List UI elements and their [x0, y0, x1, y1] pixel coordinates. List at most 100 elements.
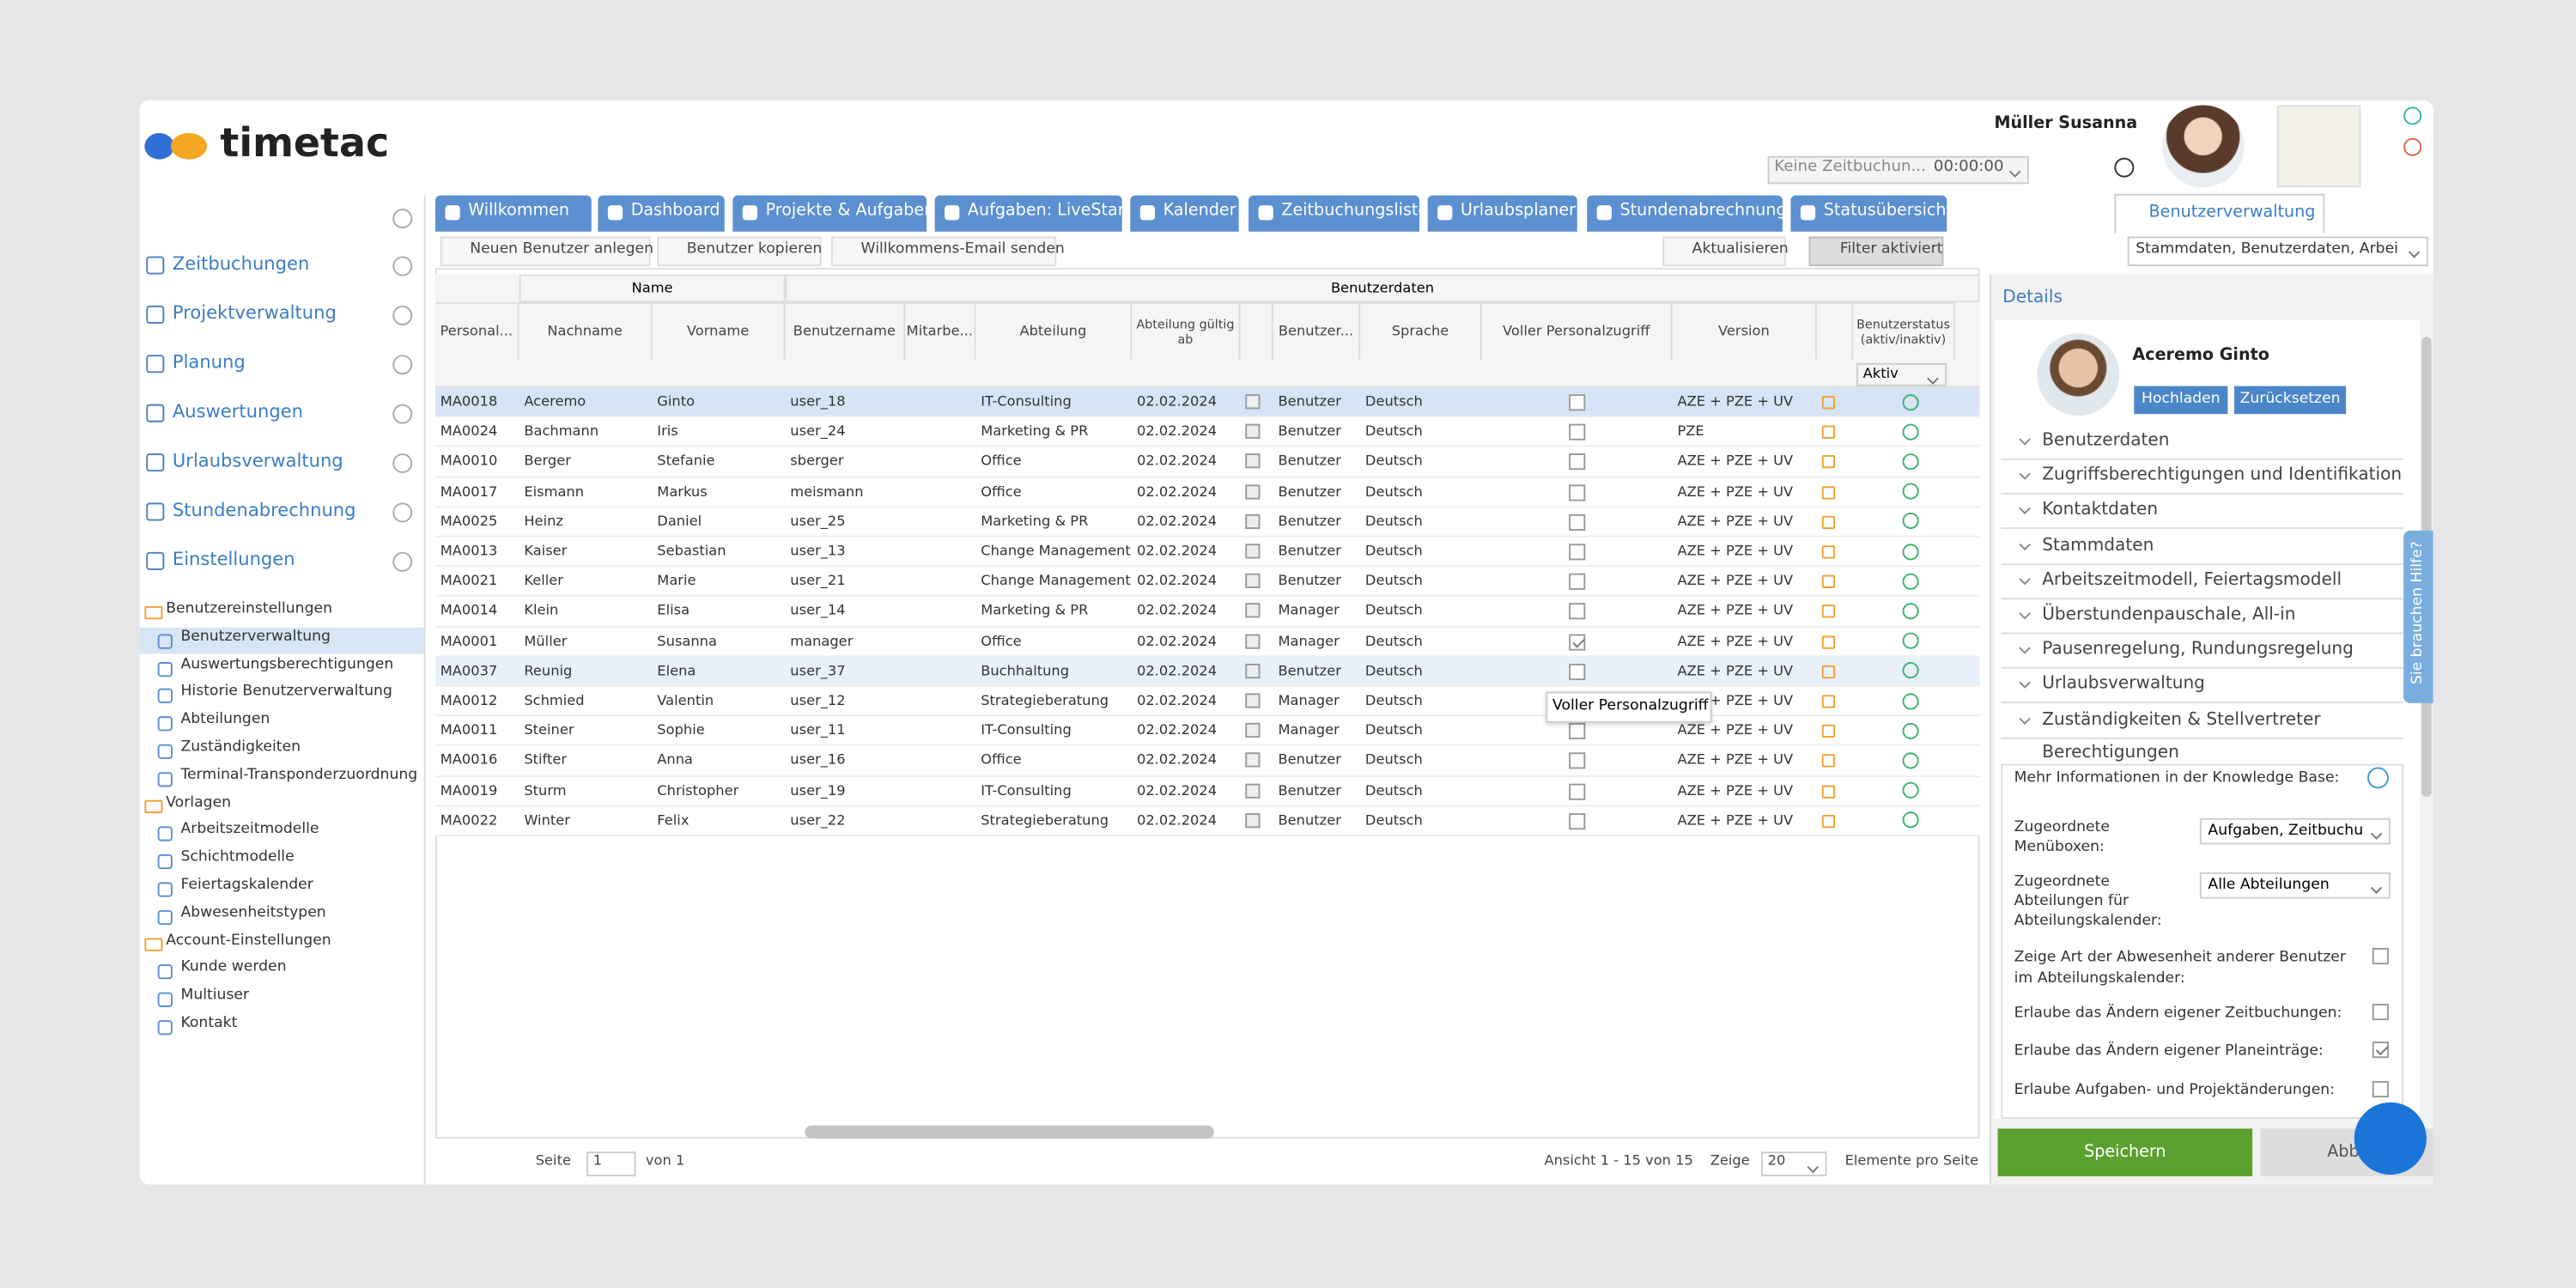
- column-header[interactable]: Benutzerstatus (aktiv/inaktiv): [1853, 302, 1955, 360]
- tab-label[interactable]: Willkommen: [468, 202, 569, 220]
- tree-item[interactable]: Multiuser: [180, 987, 249, 1004]
- help-icon[interactable]: [392, 306, 412, 325]
- checkbox[interactable]: [1569, 604, 1585, 620]
- tree-item[interactable]: Terminal-Transponderzuordnung: [180, 767, 417, 783]
- reset-button[interactable]: Zurücksetzen: [2234, 386, 2346, 415]
- tree-item[interactable]: Historie Benutzerverwaltung: [180, 684, 392, 701]
- section-header[interactable]: Berechtigungen: [2042, 743, 2185, 762]
- collapse-sidebar[interactable]: [392, 209, 412, 228]
- tree-item[interactable]: Auswertungsberechtigungen: [180, 657, 393, 673]
- help-icon[interactable]: [392, 256, 412, 276]
- toolbar-label[interactable]: Aktualisieren: [1692, 241, 1789, 258]
- help-icon[interactable]: [392, 404, 412, 424]
- tree-item[interactable]: Abwesenheitstypen: [180, 905, 325, 921]
- toolbar-label[interactable]: Benutzer kopieren: [687, 241, 823, 258]
- view-select-label[interactable]: Stammdaten, Benutzerdaten, Arbei: [2136, 241, 2398, 258]
- column-header[interactable]: Nachname: [519, 302, 653, 360]
- tree-item[interactable]: Kontakt: [180, 1015, 237, 1031]
- checkbox[interactable]: [1569, 753, 1585, 769]
- nav-item[interactable]: Auswertungen: [173, 401, 303, 422]
- tree-group[interactable]: Account-Einstellungen: [166, 933, 331, 949]
- tab-label[interactable]: Dashboard: [631, 202, 720, 220]
- play-button[interactable]: [2114, 158, 2134, 178]
- nav-item[interactable]: Stundenabrechnung: [173, 500, 356, 521]
- section-header[interactable]: Zugriffsberechtigungen und Identifikatio…: [2042, 465, 2402, 485]
- tree-item[interactable]: Benutzerverwaltung: [180, 629, 330, 645]
- tab-label[interactable]: Projekte & Aufgaben: [766, 202, 935, 220]
- section-header[interactable]: Benutzerdaten: [2042, 430, 2169, 450]
- checkbox[interactable]: [1569, 813, 1585, 829]
- section-header[interactable]: Urlaubsverwaltung: [2042, 674, 2205, 694]
- tab-label[interactable]: Urlaubsplaner: [1461, 202, 1576, 220]
- tree-item[interactable]: Feiertagskalender: [180, 878, 313, 894]
- save-button[interactable]: Speichern: [1998, 1128, 2253, 1176]
- check-box[interactable]: [2372, 1081, 2389, 1097]
- toolbar-label[interactable]: Willkommens-Email senden: [861, 241, 1065, 258]
- active-tab-label[interactable]: Benutzerverwaltung: [2149, 204, 2316, 222]
- toolbar-label[interactable]: Filter aktiviert: [1840, 241, 1943, 258]
- nav-item[interactable]: Urlaubsverwaltung: [173, 450, 343, 471]
- checkbox[interactable]: [1569, 454, 1585, 471]
- nav-item[interactable]: Zeitbuchungen: [173, 253, 309, 275]
- check-box[interactable]: [2372, 1004, 2389, 1020]
- column-header[interactable]: Personal...: [435, 302, 519, 360]
- section-header[interactable]: Pausenregelung, Rundungsregelung: [2042, 640, 2354, 659]
- column-header[interactable]: Version: [1673, 302, 1817, 360]
- help-icon[interactable]: [392, 453, 412, 473]
- column-header[interactable]: Mitarbe...: [905, 302, 975, 360]
- tab-label[interactable]: Statusübersicht: [1824, 202, 1953, 220]
- checkbox[interactable]: [1569, 723, 1585, 739]
- checkbox[interactable]: [1569, 664, 1585, 680]
- checkbox[interactable]: [1569, 513, 1585, 530]
- column-header[interactable]: Benutzer...: [1273, 302, 1360, 360]
- check-box[interactable]: [2372, 1042, 2389, 1058]
- column-header[interactable]: Abteilung gültig ab: [1132, 302, 1240, 360]
- logout-icon[interactable]: [2403, 138, 2421, 156]
- tab-label[interactable]: Kalender: [1163, 202, 1236, 220]
- tree-group[interactable]: Benutzereinstellungen: [166, 601, 332, 617]
- section-header[interactable]: Zuständigkeiten & Stellvertreter: [2042, 709, 2320, 729]
- checkbox[interactable]: [1569, 574, 1585, 590]
- help-icon[interactable]: [392, 502, 412, 522]
- tree-item[interactable]: Arbeitszeitmodelle: [180, 822, 319, 838]
- tree-item[interactable]: Zuständigkeiten: [180, 739, 301, 756]
- upload-button[interactable]: Hochladen: [2134, 386, 2227, 415]
- section-header[interactable]: Überstundenpauschale, All-in: [2042, 605, 2295, 624]
- section-header[interactable]: Arbeitszeitmodell, Feiertagsmodell: [2042, 570, 2342, 590]
- tab-label[interactable]: Aufgaben: LiveStart: [968, 202, 1131, 220]
- checkbox[interactable]: [1569, 783, 1585, 799]
- tab-label[interactable]: Stundenabrechnung: [1619, 202, 1786, 220]
- checkbox[interactable]: [1569, 544, 1585, 560]
- section-header[interactable]: Kontaktdaten: [2042, 500, 2158, 519]
- checkbox[interactable]: [1569, 394, 1585, 410]
- refresh-icon[interactable]: [2403, 106, 2421, 125]
- tree-group[interactable]: Vorlagen: [166, 794, 231, 811]
- tree-item[interactable]: Kunde werden: [180, 960, 286, 976]
- user-avatar[interactable]: [2162, 105, 2245, 187]
- field-select[interactable]: Aufgaben, Zeitbuchu: [2200, 818, 2391, 845]
- column-header[interactable]: Abteilung: [975, 302, 1132, 360]
- tab-label[interactable]: Zeitbuchungsliste: [1281, 202, 1428, 220]
- column-header[interactable]: Voller Personalzugriff: [1482, 302, 1673, 360]
- checkbox[interactable]: [1569, 424, 1585, 440]
- info-icon[interactable]: [2367, 767, 2389, 788]
- toolbar-label[interactable]: Neuen Benutzer anlegen: [470, 241, 653, 258]
- section-header[interactable]: Stammdaten: [2042, 535, 2154, 555]
- column-header[interactable]: Sprache: [1360, 302, 1482, 360]
- chat-button[interactable]: [2354, 1103, 2427, 1175]
- nav-item[interactable]: Einstellungen: [173, 549, 295, 570]
- checkbox[interactable]: [1569, 634, 1585, 650]
- column-header[interactable]: Vorname: [653, 302, 786, 360]
- column-header[interactable]: Benutzername: [786, 302, 906, 360]
- help-icon[interactable]: [392, 355, 412, 374]
- tree-item[interactable]: Schichtmodelle: [180, 850, 294, 866]
- h-scrollbar[interactable]: [805, 1126, 1214, 1139]
- checkbox[interactable]: [1569, 484, 1585, 501]
- field-select[interactable]: Alle Abteilungen: [2200, 872, 2391, 899]
- nav-item[interactable]: Projektverwaltung: [173, 302, 337, 324]
- nav-item[interactable]: Planung: [173, 351, 246, 373]
- check-box[interactable]: [2372, 948, 2389, 964]
- filter-select[interactable]: Aktiv: [1856, 363, 1947, 386]
- tree-item[interactable]: Abteilungen: [180, 712, 270, 728]
- help-icon[interactable]: [392, 552, 412, 572]
